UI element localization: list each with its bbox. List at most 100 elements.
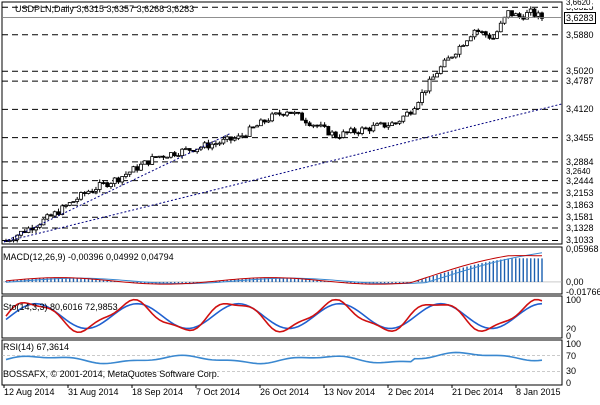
- candle-body: [408, 111, 413, 115]
- pane-border: [1, 1, 563, 245]
- candle-body: [97, 182, 102, 190]
- candle-body: [75, 198, 80, 202]
- candle-body: [401, 115, 406, 122]
- price-level-label: 3,1328: [564, 222, 596, 233]
- candle-body: [116, 177, 121, 183]
- candle-body: [330, 131, 334, 136]
- candle-body: [397, 120, 402, 124]
- candle-body: [363, 127, 368, 130]
- candle-body: [333, 131, 338, 138]
- candle-body: [427, 78, 432, 92]
- date-axis-label: 13 Nov 2014: [324, 387, 376, 397]
- candle-body: [206, 142, 211, 149]
- candle-body: [139, 163, 143, 171]
- candle-body: [517, 13, 522, 18]
- candle-body: [315, 124, 320, 127]
- candle-body: [251, 126, 256, 129]
- candle-body: [288, 111, 293, 114]
- candle-body: [513, 13, 518, 17]
- candle-body: [154, 156, 158, 158]
- candle-body: [412, 108, 417, 115]
- candle-body: [431, 76, 436, 80]
- candle-body: [150, 156, 155, 165]
- rsi-axis-label: 0: [564, 378, 574, 389]
- date-axis-label: 8 Jan 2015: [516, 387, 561, 397]
- candle-body: [262, 119, 267, 123]
- date-axis-label: 2 Dec 2014: [388, 387, 435, 397]
- candle-body: [420, 92, 424, 103]
- candle-body: [221, 138, 226, 144]
- candle-body: [210, 143, 215, 149]
- candle-body: [247, 126, 252, 137]
- stochastic-axis-label: 0: [564, 331, 574, 342]
- pane-border: [1, 339, 563, 386]
- candle-body: [480, 31, 484, 33]
- pane-border: [1, 246, 563, 295]
- pane-border: [1, 295, 563, 339]
- candle-body: [461, 45, 466, 47]
- candle-body: [303, 119, 308, 124]
- price-level-label: 3,1863: [564, 200, 596, 211]
- candle-body: [405, 111, 409, 117]
- macd-axis-label: 0,05968: [564, 244, 600, 255]
- candle-body: [214, 143, 218, 146]
- candle-body: [453, 53, 458, 58]
- price-level-label: 3,5880: [564, 29, 596, 40]
- candle-body: [64, 205, 68, 207]
- price-level-label: 3,5020: [564, 66, 596, 77]
- candle-body: [15, 234, 20, 241]
- candle-body: [146, 160, 151, 165]
- candle-body: [82, 192, 87, 194]
- candle-body: [49, 214, 53, 217]
- candle-body: [435, 73, 439, 78]
- candle-body: [165, 156, 170, 159]
- macd-axis-label: 0,00: [564, 276, 586, 287]
- candle-body: [266, 120, 271, 123]
- candle-body: [498, 22, 503, 33]
- price-level-label: 3,2444: [564, 175, 596, 186]
- candle-body: [71, 201, 76, 203]
- candle-body: [450, 56, 454, 59]
- candle-body: [217, 142, 222, 145]
- candle-body: [101, 182, 106, 184]
- candle-body: [37, 224, 42, 228]
- candle-body: [352, 128, 357, 134]
- candle-body: [506, 10, 511, 18]
- candle-body: [232, 137, 237, 141]
- price-level-label: 3,1581: [564, 212, 596, 223]
- candle-body: [285, 111, 290, 116]
- candle-body: [255, 125, 260, 128]
- candle-body: [176, 155, 181, 158]
- date-axis-label: 26 Oct 2014: [260, 387, 310, 397]
- candle-body: [52, 211, 57, 217]
- candle-body: [228, 136, 233, 141]
- candle-body: [296, 111, 301, 114]
- candle-body: [337, 137, 342, 139]
- candle-body: [491, 37, 496, 40]
- candle-body: [172, 152, 177, 157]
- candle-body: [127, 171, 132, 175]
- current-price-label: 3,6283: [564, 11, 596, 24]
- candle-body: [311, 124, 316, 127]
- candle-body: [258, 119, 263, 127]
- stochastic-label: Sto(14,3,3) 80,6016 72,9853: [3, 302, 118, 312]
- candle-body: [79, 192, 83, 200]
- candle-body: [67, 202, 72, 206]
- candle-body: [135, 166, 140, 171]
- candle-body: [378, 122, 383, 125]
- candle-body: [487, 34, 492, 39]
- candle-body: [367, 127, 372, 132]
- price-level-label: 3,3455: [564, 132, 596, 143]
- candle-body: [90, 190, 95, 193]
- price-tick-label: 3,2640: [564, 167, 593, 178]
- macd-axis-label: -0,01766: [564, 286, 600, 297]
- candle-body: [360, 127, 364, 134]
- macd-main-line: [5, 255, 543, 285]
- candle-body: [277, 112, 282, 115]
- candle-body: [457, 45, 462, 55]
- candle-body: [495, 31, 499, 39]
- candle-body: [423, 90, 428, 93]
- rsi-label: RSI(14) 67,3614: [3, 342, 70, 352]
